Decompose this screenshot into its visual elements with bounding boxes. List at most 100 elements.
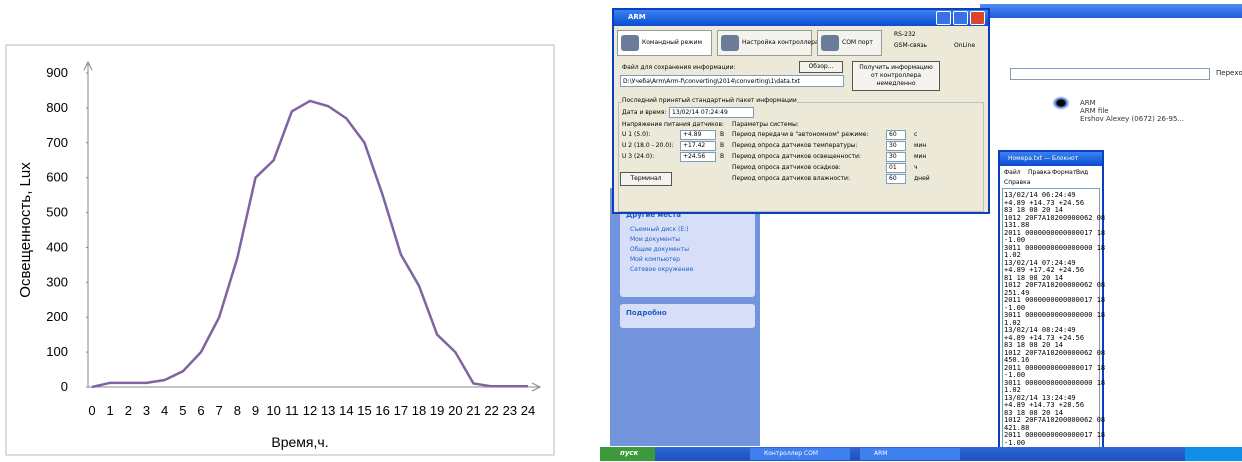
tab[interactable]: Настройка контроллера bbox=[717, 30, 812, 56]
param-name: Период опроса датчиков влажности: bbox=[732, 176, 850, 182]
tab[interactable]: Командный режим bbox=[617, 30, 712, 56]
y-tick-label: 200 bbox=[46, 309, 68, 324]
radio[interactable]: OnLine bbox=[954, 43, 975, 49]
y-tick-label: 500 bbox=[46, 205, 68, 220]
x-tick-label: 15 bbox=[357, 403, 371, 418]
voltage-unit: В bbox=[720, 154, 724, 160]
tab-icon bbox=[621, 35, 639, 51]
file-path: D:\Учеба\Arm\Arm-f\converting\2014\conve… bbox=[620, 75, 844, 87]
tab-label: Настройка контроллера bbox=[742, 40, 819, 46]
param-unit: мин bbox=[914, 143, 926, 149]
file-label: Файл для сохранения информации: bbox=[622, 65, 735, 71]
menu-item[interactable]: Правка bbox=[1028, 170, 1051, 176]
param-value: 60 bbox=[886, 174, 906, 184]
tray bbox=[1185, 447, 1242, 461]
param-value: 30 bbox=[886, 141, 906, 151]
param-name: Период опроса датчиков температуры: bbox=[732, 143, 858, 149]
app-window: ARMКомандный режимНастройка контроллераC… bbox=[612, 8, 990, 214]
x-tick-label: 23 bbox=[503, 403, 517, 418]
x-tick-label: 19 bbox=[430, 403, 444, 418]
window-control[interactable] bbox=[970, 11, 985, 25]
window-control[interactable] bbox=[936, 11, 951, 25]
page: {"chart_data":{"type":"line","x_label":"… bbox=[0, 0, 1242, 461]
file-info: Ershov Alexey (0672) 26-95... bbox=[1080, 116, 1184, 123]
x-tick-label: 10 bbox=[266, 403, 280, 418]
x-tick-label: 17 bbox=[394, 403, 408, 418]
window-title: ARM bbox=[628, 14, 646, 21]
sidebar-item[interactable]: Съемный диск (E:) bbox=[630, 227, 689, 233]
y-tick-label: 300 bbox=[46, 274, 68, 289]
sidebar-item[interactable]: Мои документы bbox=[630, 237, 680, 243]
last-packet: Последний принятый стандартный пакет инф… bbox=[622, 98, 797, 104]
param-unit: с bbox=[914, 132, 917, 138]
details-title: Подробно bbox=[626, 310, 667, 317]
y-axis-label: Освещенность, Lux bbox=[17, 162, 34, 298]
receive-button-label: немедленно bbox=[853, 81, 939, 87]
y-tick-label: 0 bbox=[61, 379, 68, 394]
x-tick-label: 4 bbox=[161, 403, 168, 418]
x-tick-label: 16 bbox=[375, 403, 389, 418]
explorer-titlebar bbox=[980, 4, 1242, 18]
x-tick-label: 11 bbox=[285, 403, 299, 418]
terminal-button[interactable]: Терминал bbox=[620, 172, 672, 186]
taskbar: пуск Контроллер COM ARM bbox=[600, 447, 1242, 461]
x-tick-label: 18 bbox=[412, 403, 426, 418]
params-label: Параметры системы: bbox=[732, 122, 799, 128]
x-tick-label: 1 bbox=[107, 403, 114, 418]
tab-label: COM порт bbox=[842, 40, 873, 46]
x-tick-label: 2 bbox=[125, 403, 132, 418]
window-control[interactable] bbox=[953, 11, 968, 25]
param-name: Период опроса датчиков осадков: bbox=[732, 165, 841, 171]
menu-item[interactable]: Справка bbox=[1004, 180, 1030, 186]
browse-button[interactable]: Обзор... bbox=[799, 61, 843, 73]
menu-item[interactable]: Файл bbox=[1004, 170, 1021, 176]
file-icon bbox=[1052, 96, 1070, 110]
x-tick-label: 8 bbox=[234, 403, 241, 418]
param-value: 01 bbox=[886, 163, 906, 173]
voltage-unit: В bbox=[720, 132, 724, 138]
y-tick-label: 800 bbox=[46, 100, 68, 115]
x-tick-label: 20 bbox=[448, 403, 462, 418]
radio[interactable]: GSM-связь bbox=[894, 43, 927, 49]
task-button[interactable]: ARM bbox=[860, 448, 960, 460]
x-tick-label: 24 bbox=[521, 403, 535, 418]
go-button[interactable]: Переход bbox=[1216, 70, 1242, 77]
x-tick-label: 6 bbox=[197, 403, 204, 418]
x-tick-label: 0 bbox=[88, 403, 95, 418]
param-unit: ч bbox=[914, 165, 918, 171]
title-bar: ARM bbox=[614, 10, 988, 26]
voltage-name: U 1 (5.0): bbox=[622, 132, 650, 138]
param-value: 60 bbox=[886, 130, 906, 140]
tab-icon bbox=[721, 35, 739, 51]
param-name: Период опроса датчиков освещенности: bbox=[732, 154, 861, 160]
sidebar-item[interactable]: Общие документы bbox=[630, 247, 689, 253]
sidebar-item[interactable]: Сетевое окружение bbox=[630, 267, 693, 273]
y-tick-label: 400 bbox=[46, 239, 68, 254]
param-unit: мин bbox=[914, 154, 926, 160]
tab[interactable]: COM порт bbox=[817, 30, 882, 56]
x-tick-label: 5 bbox=[179, 403, 186, 418]
voltage-value: +4.89 bbox=[680, 130, 716, 140]
x-tick-label: 12 bbox=[303, 403, 317, 418]
y-tick-label: 100 bbox=[46, 344, 68, 359]
notepad-title: Номера.txt — Блокнот bbox=[1008, 156, 1078, 162]
menu-item[interactable]: Формат bbox=[1052, 170, 1076, 176]
task-button[interactable]: Контроллер COM bbox=[750, 448, 850, 460]
tab-icon bbox=[821, 35, 839, 51]
start-button[interactable]: пуск bbox=[600, 447, 655, 461]
menu-item[interactable]: Вид bbox=[1076, 170, 1088, 176]
param-name: Период передачи в "автономном" режиме: bbox=[732, 132, 868, 138]
sidebar-item[interactable]: Мой компьютер bbox=[630, 257, 680, 263]
voltage-label: Напряжение питания датчиков: bbox=[622, 122, 724, 128]
receive-button-label: от контроллера bbox=[853, 73, 939, 79]
file-info: ARM bbox=[1080, 100, 1096, 107]
radio[interactable]: RS-232 bbox=[894, 32, 916, 38]
address-bar bbox=[1010, 68, 1210, 80]
y-tick-label: 900 bbox=[46, 65, 68, 80]
voltage-name: U 3 (24.0): bbox=[622, 154, 654, 160]
x-tick-label: 13 bbox=[321, 403, 335, 418]
chart: Освещенность, Lux Время,ч. 0100200300400… bbox=[0, 0, 560, 461]
x-tick-label: 21 bbox=[466, 403, 480, 418]
